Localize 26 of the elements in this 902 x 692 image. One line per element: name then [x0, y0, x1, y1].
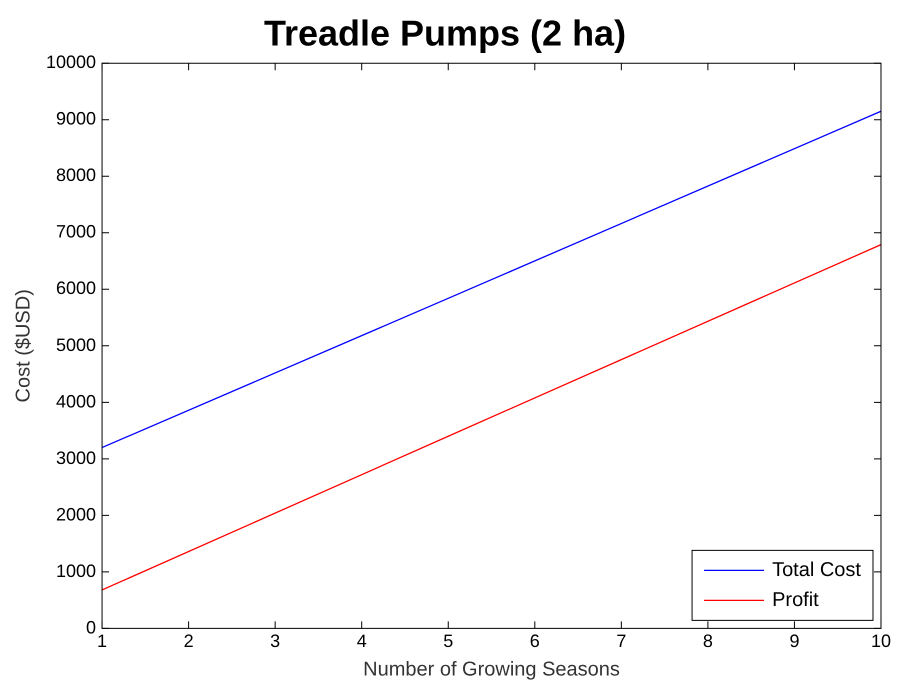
chart-title: Treadle Pumps (2 ha)	[264, 12, 626, 54]
y-tick-label: 8000	[56, 165, 96, 186]
x-tick-label: 5	[443, 631, 454, 652]
x-tick-label: 9	[789, 631, 800, 652]
y-tick-label: 1000	[56, 560, 96, 581]
y-tick-label: 3000	[56, 448, 96, 468]
x-tick-label: 3	[270, 631, 280, 652]
x-tick-label: 10	[870, 631, 892, 652]
x-tick-label: 2	[184, 631, 194, 652]
x-tick-label: 7	[616, 631, 626, 652]
x-tick-label: 6	[530, 631, 540, 652]
legend-label: Profit	[772, 588, 820, 611]
x-tick-label: 1	[97, 631, 108, 652]
x-tick-label: 8	[702, 631, 713, 652]
y-tick-label: 6000	[56, 278, 96, 298]
y-axis-title: Cost ($USD)	[12, 289, 35, 402]
x-tick-label: 4	[356, 631, 367, 652]
y-tick-label: 5000	[56, 334, 96, 355]
x-axis-title: Number of Growing Seasons	[363, 658, 620, 681]
y-tick-label: 10000	[46, 52, 96, 72]
y-tick-label: 7000	[56, 222, 96, 242]
y-tick-label: 4000	[56, 391, 96, 412]
y-tick-label: 0	[86, 617, 96, 638]
y-tick-label: 9000	[56, 108, 96, 129]
legend-label: Total Cost	[772, 558, 862, 581]
y-tick-label: 2000	[56, 504, 96, 524]
